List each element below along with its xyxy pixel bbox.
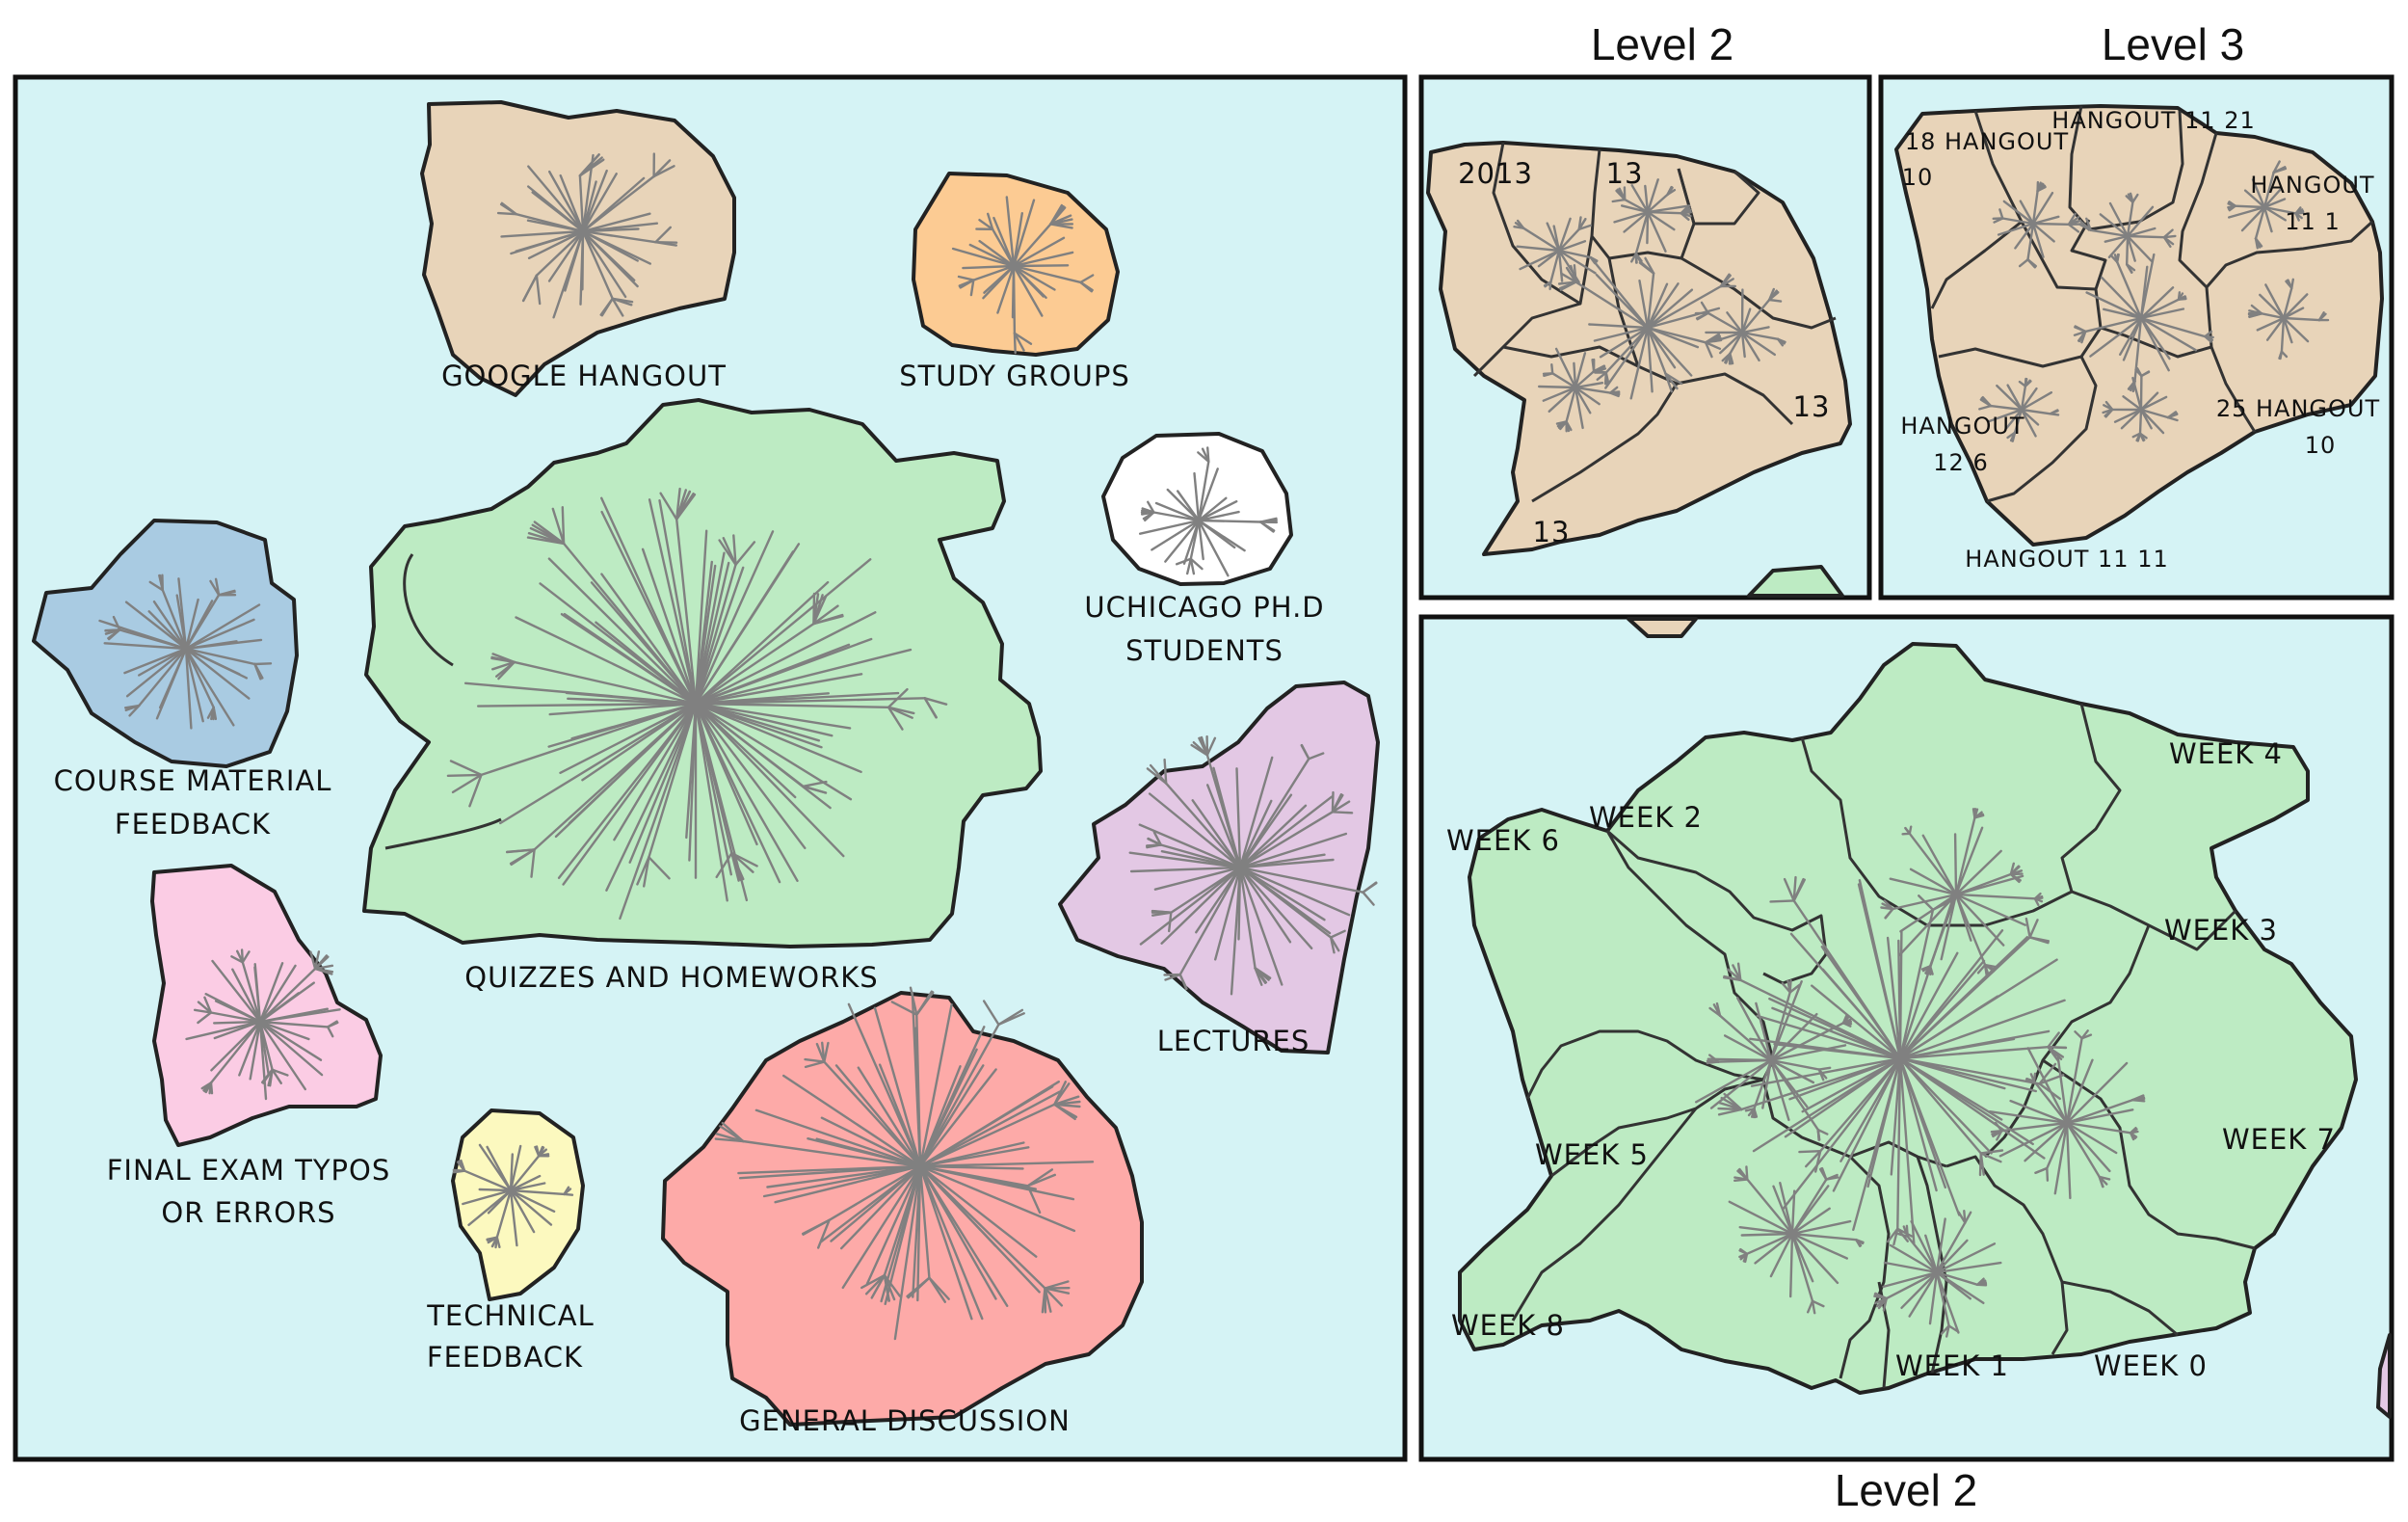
level2-top-branches-e	[1694, 287, 1786, 365]
level2-bottom-week5: WEEK 5	[1535, 1138, 1649, 1171]
level2-bottom-week6: WEEK 6	[1446, 824, 1560, 857]
lectures-label: LECTURES	[1157, 1025, 1310, 1057]
level2-bottom-title: Level 2	[1835, 1465, 1977, 1515]
final-exam-branches	[185, 948, 341, 1101]
level2-top-label-2013: 2013	[1458, 157, 1533, 190]
final-exam-label-line2: OR ERRORS	[161, 1196, 335, 1229]
level3-label-1-line2: 10	[1902, 164, 1934, 191]
technical-label-line2: FEEDBACK	[427, 1341, 583, 1374]
level2-bottom-neighbor-right	[2376, 1333, 2392, 1419]
technical-branches	[452, 1143, 574, 1249]
level2-top-title: Level 2	[1591, 19, 1733, 69]
uchicago-branches	[1138, 446, 1279, 577]
level2-top-branches-a	[1557, 256, 1737, 400]
level3-branches-c	[2227, 160, 2305, 250]
course-material-label-line2: FEEDBACK	[115, 808, 271, 841]
level3-branches-f	[2102, 367, 2179, 442]
level3-branches-d	[2247, 278, 2330, 360]
level3-label-2: HANGOUT 11 21	[2051, 107, 2255, 134]
study-groups-label: STUDY GROUPS	[899, 360, 1130, 392]
level2-bottom-branches-w8	[1728, 1165, 1865, 1315]
level3-branches-b	[2078, 192, 2177, 274]
level3-label-1-line1: 18 HANGOUT	[1905, 128, 2069, 155]
level2-bottom-branches-w1	[1873, 1209, 2002, 1338]
level2-bottom-week1: WEEK 1	[1895, 1349, 2009, 1382]
level2-top-branches-c	[1611, 178, 1693, 264]
level2-top-label-13c: 13	[1533, 516, 1571, 548]
quizzes-branches	[446, 487, 948, 921]
final-exam-label-line1: FINAL EXAM TYPOS	[107, 1154, 391, 1187]
level2-bottom-week3: WEEK 3	[2164, 914, 2278, 947]
level3-label-5-line2: 10	[2305, 432, 2337, 459]
uchicago-label-line2: STUDENTS	[1125, 634, 1283, 667]
level2-top-label-13a: 13	[1606, 157, 1644, 190]
level2-top-branches-d	[1537, 347, 1621, 433]
level2-bottom-week8: WEEK 8	[1451, 1309, 1565, 1342]
level2-top-branches-b	[1513, 216, 1599, 291]
quizzes-label: QUIZZES AND HOMEWORKS	[464, 961, 878, 994]
level2-bottom-panel: WEEK 4 WEEK 2 WEEK 6 WEEK 3 WEEK 5 WEEK …	[1418, 614, 2395, 1515]
level2-top-region[interactable]	[1426, 141, 1852, 556]
level2-top-panel: Level 2 2013 13 13 13	[1418, 19, 1872, 601]
level2-top-neighbor-region	[1747, 565, 1844, 598]
google-hangout-label: GOOGLE HANGOUT	[441, 360, 727, 392]
level3-label-4-line1: HANGOUT	[1900, 413, 2024, 440]
general-branches	[714, 986, 1095, 1341]
level2-bottom-branches-w7	[1988, 1029, 2146, 1200]
level3-label-4-line2: 12 6	[1933, 449, 1988, 476]
level2-bottom-week4: WEEK 4	[2169, 737, 2283, 770]
level3-label-5-line1: 25 HANGOUT	[2216, 395, 2380, 422]
course-material-branches	[98, 574, 273, 730]
level2-bottom-week2: WEEK 2	[1589, 801, 1703, 834]
general-region[interactable]	[661, 991, 1144, 1427]
course-material-label-line1: COURSE MATERIAL	[54, 764, 332, 797]
level2-top-label-13b: 13	[1793, 390, 1831, 423]
uchicago-label-line1: UCHICAGO PH.D	[1084, 591, 1324, 624]
general-label: GENERAL DISCUSSION	[739, 1404, 1071, 1437]
level2-bottom-branches-w5	[1694, 979, 1853, 1141]
lectures-branches	[1128, 734, 1378, 996]
google-hangout-branches	[496, 152, 678, 319]
main-map-panel: GOOGLE HANGOUT STUDY GROUPS UCHICAGO PH.…	[13, 74, 1408, 1462]
level3-panel: Level 3 18 HANGOUT 10 HANGOUT 11 21 HANG…	[1878, 19, 2395, 601]
level3-title: Level 3	[2102, 19, 2244, 69]
level3-branches-a	[1992, 180, 2082, 269]
level3-label-3-line2: 11 1	[2285, 208, 2340, 235]
level3-branches-center	[2073, 253, 2214, 392]
level3-branches-e	[1978, 377, 2060, 442]
level3-label-6: HANGOUT 11 11	[1965, 546, 2168, 573]
level2-bottom-branches-center	[1717, 875, 2068, 1246]
level2-bottom-week0: WEEK 0	[2094, 1349, 2208, 1382]
study-groups-branches	[951, 196, 1095, 355]
level2-bottom-neighbor-top	[1627, 617, 1698, 638]
level3-label-3-line1: HANGOUT	[2250, 172, 2374, 199]
level2-bottom-week7: WEEK 7	[2222, 1123, 2336, 1156]
technical-label-line1: TECHNICAL	[426, 1299, 595, 1332]
level2-bottom-branches-w4	[1880, 808, 2044, 977]
